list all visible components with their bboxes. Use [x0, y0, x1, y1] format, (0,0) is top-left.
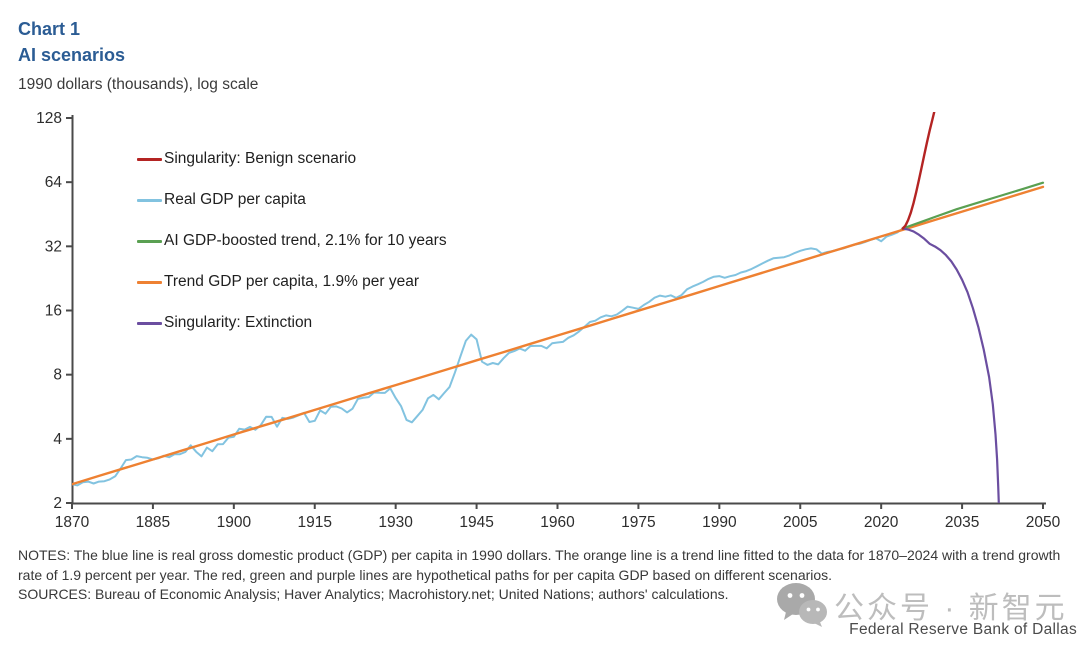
sources-text: SOURCES: Bureau of Economic Analysis; Ha…	[18, 586, 729, 602]
legend-item-real-gdp: Real GDP per capita	[137, 190, 447, 210]
legend-swatch-red	[137, 157, 162, 161]
legend-label: AI GDP-boosted trend, 2.1% for 10 years	[164, 232, 447, 249]
x-tick-label: 1960	[540, 514, 575, 531]
watermark-text: 公众号 · 新智元	[834, 592, 1068, 625]
legend-swatch-purple	[137, 321, 162, 325]
watermark: 公众号 · 新智元	[776, 582, 1068, 628]
y-tick-label: 64	[45, 174, 63, 191]
y-tick-label: 2	[53, 495, 62, 512]
title-block: Chart 1 AI scenarios 1990 dollars (thous…	[18, 16, 258, 97]
legend-label: Real GDP per capita	[164, 191, 306, 208]
x-tick-label: 2050	[1026, 514, 1061, 531]
y-tick-label: 16	[45, 303, 62, 320]
legend-label: Singularity: Benign scenario	[164, 150, 357, 167]
series-line-ai-gdp-boosted-trend-2-1-for-10-years	[901, 181, 1045, 230]
y-tick-label: 4	[53, 431, 62, 448]
legend: Singularity: Benign scenario Real GDP pe…	[137, 149, 447, 333]
legend-label: Trend GDP per capita, 1.9% per year	[164, 273, 420, 290]
x-tick-label: 1930	[378, 514, 413, 531]
y-tick-label: 32	[45, 238, 62, 255]
legend-swatch-orange	[137, 280, 162, 284]
wechat-icon	[777, 583, 827, 627]
series-line-trend-gdp-per-capita-1-9-per-year	[72, 185, 1045, 486]
chart-number: Chart 1	[18, 19, 81, 39]
page-title: AI scenarios	[18, 45, 126, 66]
y-tick-label: 8	[53, 367, 62, 384]
x-tick-label: 1900	[217, 514, 252, 531]
x-tick-label: 2005	[783, 514, 817, 531]
y-axis-units-label: 1990 dollars (thousands), log scale	[18, 76, 259, 94]
series-line-singularity-benign-scenario	[901, 112, 936, 230]
notes-text: NOTES: The blue line is real gross domes…	[18, 547, 1061, 583]
series-line-singularity-extinction	[901, 227, 1000, 503]
x-tick-label: 2035	[945, 514, 979, 531]
frb-dallas-credit: Federal Reserve Bank of Dallas	[849, 621, 1077, 638]
x-tick-label: 1945	[459, 514, 493, 531]
legend-swatch-blue	[137, 198, 162, 202]
legend-item-singularity-extinction: Singularity: Extinction	[137, 313, 447, 333]
footnotes: NOTES: The blue line is real gross domes…	[18, 546, 1064, 605]
x-tick-label: 1990	[702, 514, 737, 531]
legend-item-trend-gdp: Trend GDP per capita, 1.9% per year	[137, 272, 447, 292]
legend-item-ai-boosted-trend: AI GDP-boosted trend, 2.1% for 10 years	[137, 231, 447, 251]
legend-label: Singularity: Extinction	[164, 314, 313, 331]
x-tick-label: 2020	[864, 514, 899, 531]
x-tick-label: 1885	[136, 514, 170, 531]
series-line-real-gdp-per-capita	[72, 227, 904, 487]
legend-item-singularity-benign: Singularity: Benign scenario	[137, 149, 447, 169]
y-tick-label: 128	[36, 110, 62, 127]
x-tick-label: 1870	[55, 514, 90, 531]
x-tick-label: 1975	[621, 514, 655, 531]
legend-swatch-green	[137, 239, 162, 243]
x-tick-label: 1915	[298, 514, 332, 531]
